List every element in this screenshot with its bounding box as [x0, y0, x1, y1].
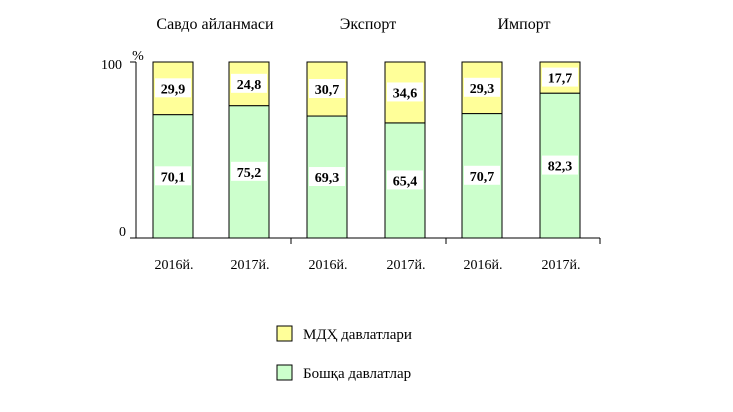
data-label-cis-0: 29,9 — [161, 82, 186, 97]
data-label-other-5: 82,3 — [548, 160, 573, 175]
data-label-cis-5: 17,7 — [548, 72, 573, 87]
data-label-cis-4-bg — [464, 77, 500, 97]
data-label-other-5-bg — [542, 155, 578, 175]
data-label-other-1-bg — [231, 161, 267, 181]
y-tick-label-100: 100 — [101, 58, 122, 73]
group-label-export: Экспорт — [340, 16, 396, 33]
group-label-trade: Савдо айланмаси — [156, 16, 274, 33]
data-label-other-4: 70,7 — [470, 170, 495, 185]
data-label-cis-3: 34,6 — [393, 86, 418, 101]
data-label-cis-4: 29,3 — [470, 82, 495, 97]
x-tick-label-0: 2016й. — [155, 258, 194, 273]
x-tick-label-4: 2016й. — [464, 258, 503, 273]
data-label-other-1: 75,2 — [237, 166, 262, 181]
data-label-other-3: 65,4 — [393, 174, 418, 189]
data-label-cis-2: 30,7 — [315, 83, 340, 98]
legend-label-other: Бошқа давлатлар — [303, 366, 411, 382]
data-label-cis-2-bg — [309, 79, 345, 99]
group-label-import: Импорт — [497, 16, 550, 33]
data-label-other-4-bg — [464, 165, 500, 185]
data-label-cis-5-bg — [542, 67, 578, 87]
data-label-other-3-bg — [387, 170, 423, 190]
legend-label-cis: МДҲ давлатлари — [303, 327, 412, 343]
data-label-other-0-bg — [155, 166, 191, 186]
x-tick-label-1: 2017й. — [231, 258, 270, 273]
legend-swatch-other — [276, 364, 293, 381]
y-tick-label-0: 0 — [119, 225, 126, 240]
data-label-other-2-bg — [309, 167, 345, 187]
y-unit-label: % — [132, 49, 144, 64]
x-tick-label-5: 2017й. — [542, 258, 581, 273]
data-label-cis-3-bg — [387, 82, 423, 102]
x-tick-label-3: 2017й. — [387, 258, 426, 273]
data-label-other-2: 69,3 — [315, 171, 340, 186]
data-label-cis-0-bg — [155, 78, 191, 98]
data-label-other-0: 70,1 — [161, 170, 186, 185]
x-tick-label-2: 2016й. — [309, 258, 348, 273]
data-label-cis-1-bg — [231, 73, 267, 93]
data-label-cis-1: 24,8 — [237, 78, 262, 93]
legend-swatch-cis — [276, 325, 293, 342]
